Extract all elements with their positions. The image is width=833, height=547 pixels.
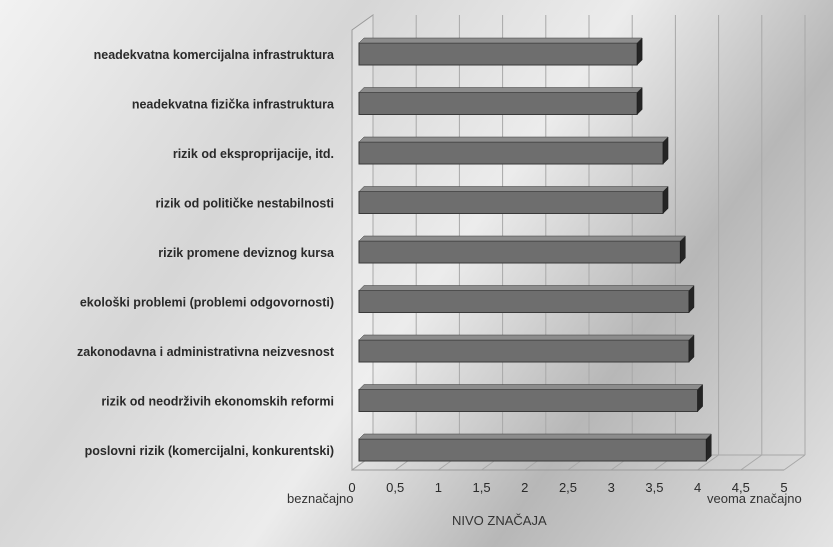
bar-top [358, 285, 695, 291]
category-label: rizik od eksproprijacije, itd. [173, 147, 334, 161]
category-label: neadekvatna fizička infrastruktura [132, 98, 335, 112]
x-axis-max-note: veoma značajno [707, 491, 802, 506]
floor-gridline [697, 454, 719, 471]
x-tick-label: 0 [348, 480, 355, 495]
x-tick-label: 2 [521, 480, 528, 495]
bar-top [358, 186, 669, 192]
bar [358, 438, 707, 462]
x-tick-label: 4 [694, 480, 701, 495]
category-label: poslovni rizik (komercijalni, konkurents… [85, 444, 334, 458]
bar-top [358, 433, 712, 440]
bar-top [358, 235, 686, 242]
bar [358, 42, 638, 66]
floor-gridline [783, 454, 806, 471]
x-tick-label: 3,5 [645, 480, 663, 495]
category-label: rizik od političke nestabilnosti [155, 197, 334, 211]
bar [358, 191, 664, 214]
category-label: ekološki problemi (problemi odgovornosti… [80, 296, 334, 310]
category-label: zakonodavna i administrativna neizvesnos… [77, 345, 335, 359]
bar [358, 92, 638, 115]
label-layer: neadekvatna komercijalna infrastruktura n… [77, 48, 335, 458]
x-tick-label: 5 [780, 480, 787, 495]
bar-layer [358, 37, 712, 462]
floor-gridline [740, 454, 763, 471]
bar [358, 141, 664, 165]
x-tick-label: 1 [435, 480, 442, 495]
bar-top [358, 37, 643, 44]
bar-top [358, 136, 669, 143]
bar [358, 290, 690, 313]
x-axis-min-note: beznačajno [287, 491, 354, 506]
x-tick-label: 4,5 [732, 480, 750, 495]
category-label: neadekvatna komercijalna infrastruktura [94, 48, 335, 62]
x-tick-label: 1,5 [473, 480, 491, 495]
x-tick-label: 2,5 [559, 480, 577, 495]
x-tick-label: 3 [608, 480, 615, 495]
x-axis-title: NIVO ZNAČAJA [452, 513, 547, 528]
x-tick-label: 0,5 [386, 480, 404, 495]
bar-top [358, 384, 704, 390]
tick-layer: 0 0,5 1 1,5 2 2,5 3 3,5 4 4,5 5 [348, 480, 787, 495]
category-label: rizik od neodrživih ekonomskih reformi [101, 395, 334, 409]
bar-top [358, 87, 643, 93]
bar [358, 339, 690, 363]
bar [358, 389, 699, 412]
bar [358, 240, 681, 264]
category-label: rizik promene deviznog kursa [158, 246, 335, 260]
bar-top [358, 334, 695, 341]
